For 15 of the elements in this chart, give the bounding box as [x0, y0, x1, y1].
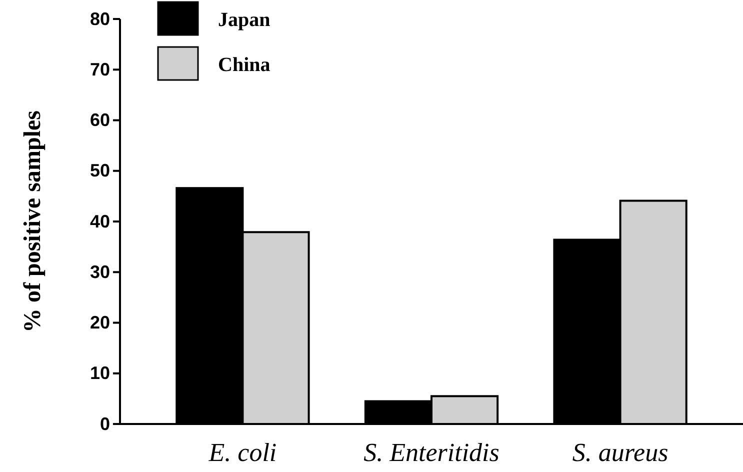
y-tick-label: 60 — [90, 110, 110, 130]
y-tick-label: 30 — [90, 262, 110, 282]
legend-label: China — [218, 54, 270, 76]
x-tick-label: E. coli — [208, 438, 277, 467]
y-tick-label: 70 — [90, 59, 110, 80]
y-tick-label: 20 — [90, 312, 110, 333]
y-tick-label: 10 — [90, 363, 110, 384]
y-tick-label: 80 — [90, 8, 110, 29]
y-tick-label: 50 — [90, 160, 110, 181]
x-tick-label: S. aureus — [572, 438, 668, 467]
legend-label: Japan — [218, 9, 270, 31]
x-tick-label: S. Enteritidis — [364, 438, 500, 467]
y-tick-label: 0 — [100, 414, 110, 434]
y-axis-title: % of positive samples — [20, 110, 46, 332]
y-tick-label: 40 — [90, 211, 110, 232]
